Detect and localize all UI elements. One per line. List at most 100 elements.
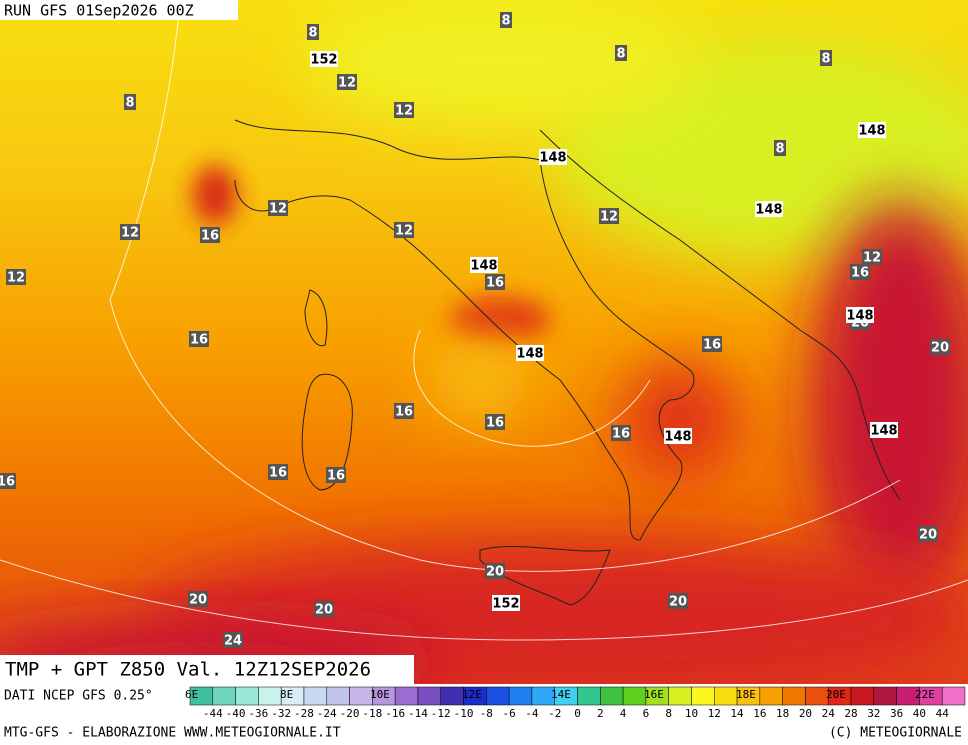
geopotential-label: 148 [539, 151, 566, 166]
temperature-label-box [930, 339, 950, 355]
legend-label: -32 [271, 707, 291, 720]
temperature-label-box [862, 249, 882, 265]
geopotential-label-box [664, 428, 692, 444]
temperature-label-box [850, 264, 870, 280]
temperature-label-box [485, 274, 505, 290]
geopotential-label-box [870, 422, 898, 438]
geopotential-label: 152 [492, 597, 519, 612]
geopotential-isolines [0, 0, 968, 640]
legend-label: -6 [502, 707, 515, 720]
temperature-label-box [611, 425, 631, 441]
legend-swatch [440, 686, 464, 706]
longitude-label: 10E [370, 688, 390, 701]
legend-label: -18 [362, 707, 382, 720]
legend-swatch [486, 686, 510, 706]
temperature-label: 16 [486, 416, 504, 431]
legend-swatch [600, 686, 624, 706]
legend-label: -24 [317, 707, 337, 720]
temperature-label: 20 [189, 593, 207, 608]
temperature-label-box [485, 563, 505, 579]
longitude-label: 12E [462, 688, 482, 701]
legend-swatch [417, 686, 441, 706]
temperature-label-box [485, 414, 505, 430]
legend-label: -44 [203, 707, 223, 720]
geopotential-label: 152 [310, 53, 337, 68]
coastlines [234, 119, 901, 606]
temperature-label: 8 [616, 47, 625, 62]
geopotential-label: 148 [664, 430, 691, 445]
temperature-label: 8 [821, 52, 830, 67]
legend-swatch [850, 686, 875, 706]
legend-label: -28 [294, 707, 314, 720]
legend-swatch [691, 686, 715, 706]
legend-label: 40 [913, 707, 926, 720]
temperature-label: 8 [501, 14, 510, 29]
longitude-label: 20E [826, 688, 846, 701]
temperature-label: 12 [338, 76, 356, 91]
legend-swatch [714, 686, 738, 706]
legend-swatch [326, 686, 350, 706]
temperature-label: 24 [224, 634, 242, 649]
longitude-label: 14E [551, 688, 571, 701]
legend-label: 16 [753, 707, 766, 720]
legend-swatch [622, 686, 647, 706]
legend-label: 6 [643, 707, 650, 720]
geopotential-label: 148 [870, 424, 897, 439]
temperature-label: 12 [863, 251, 881, 266]
temperature-label: 16 [851, 266, 869, 281]
temperature-label: 12 [395, 224, 413, 239]
temperature-label-box [326, 467, 346, 483]
temperature-label: 16 [327, 469, 345, 484]
temperature-label-box [337, 74, 357, 90]
legend-label: 12 [708, 707, 721, 720]
temperature-label-box [223, 632, 243, 648]
temperature-label-box [500, 12, 512, 28]
temperature-label: 12 [7, 271, 25, 286]
geopotential-label-box [755, 201, 783, 217]
legend-swatch [303, 686, 328, 706]
temperature-label-box [394, 403, 414, 419]
color-legend: -44 -40 -36 -32 -28 -24 -20 -18 -16 -14 -12 -10 -8 -6… [0, 684, 968, 745]
temperature-label: 20 [931, 341, 949, 356]
legend-label: 2 [597, 707, 604, 720]
geopotential-label: 148 [858, 124, 885, 139]
legend-label: -16 [385, 707, 405, 720]
temperature-label-box [189, 331, 209, 347]
legend-label: 36 [890, 707, 903, 720]
legend-label: 44 [936, 707, 950, 720]
temperature-label-box [774, 140, 786, 156]
temperature-label-box [314, 601, 334, 617]
legend-label: -12 [431, 707, 451, 720]
legend-label: 32 [867, 707, 880, 720]
temperature-label-box [268, 200, 288, 216]
legend-label: -36 [248, 707, 268, 720]
geopotential-label-box [516, 345, 544, 361]
geopotential-label: 148 [470, 259, 497, 274]
legend-label: -20 [340, 707, 360, 720]
legend-swatch [508, 686, 533, 706]
temperature-field [0, 0, 968, 700]
title-box [0, 655, 414, 684]
legend-swatch [941, 686, 966, 706]
temperature-label-box [200, 227, 220, 243]
geopotential-label-box [310, 51, 338, 67]
legend-label: -4 [525, 707, 539, 720]
temperature-label: 16 [486, 276, 504, 291]
longitude-label: 6E [185, 688, 198, 701]
temperature-label-box [820, 50, 832, 66]
geopotential-label-box [470, 257, 498, 273]
temperature-label: 20 [315, 603, 333, 618]
legend-label: -10 [454, 707, 474, 720]
legend-label: -8 [480, 707, 493, 720]
temperature-label: 16 [201, 229, 219, 244]
temperature-label: 16 [703, 338, 721, 353]
temperature-label-box [615, 45, 627, 61]
legend-label: -14 [408, 707, 428, 720]
legend-swatch [235, 686, 259, 706]
temperature-label: 20 [669, 595, 687, 610]
legend-label: 24 [822, 707, 836, 720]
longitude-label: 18E [736, 688, 756, 701]
